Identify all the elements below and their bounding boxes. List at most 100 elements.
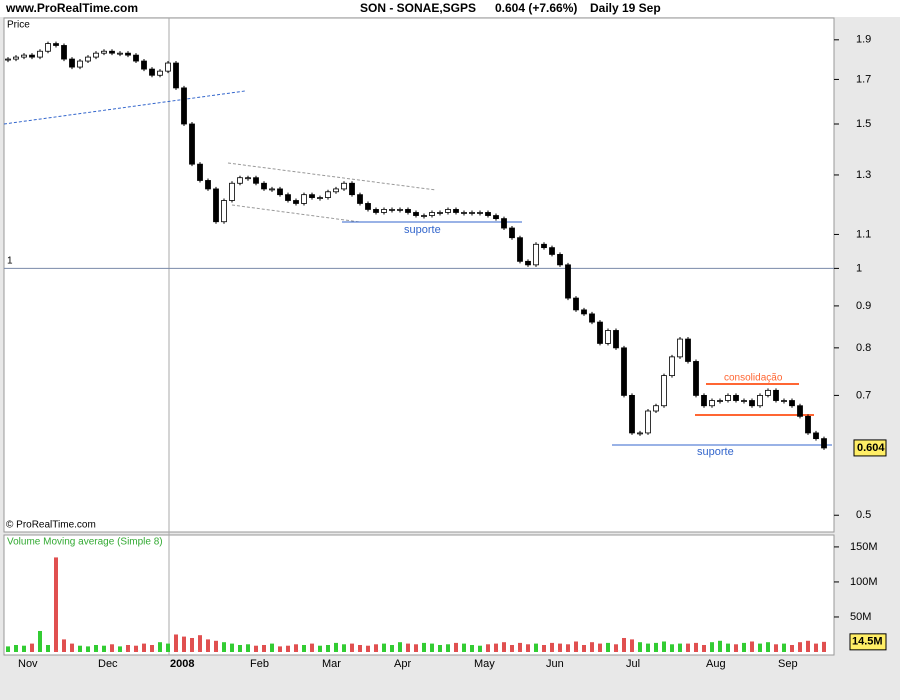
volume-bar	[502, 642, 506, 652]
candle	[549, 247, 555, 255]
candle	[765, 389, 771, 396]
candle	[589, 313, 595, 323]
x-tick-label: Jun	[546, 658, 564, 670]
volume-bar	[702, 644, 706, 652]
candle	[245, 177, 251, 180]
volume-bar	[310, 643, 314, 652]
candle	[517, 237, 523, 262]
volume-bar	[254, 645, 258, 652]
volume-bar	[14, 644, 18, 652]
x-tick-label: Mar	[322, 658, 341, 670]
date: 19 Sep	[622, 1, 661, 15]
candle	[253, 177, 259, 184]
volume-bar	[22, 645, 26, 652]
volume-bar	[686, 643, 690, 652]
volume-bar	[414, 644, 418, 652]
volume-bar	[438, 644, 442, 652]
candle	[597, 321, 603, 344]
volume-bar	[758, 643, 762, 652]
header-bar	[0, 0, 900, 17]
y-tick-label: 0.5	[856, 509, 871, 521]
volume-bar	[782, 643, 786, 652]
x-tick-label: Jul	[626, 658, 640, 670]
candle	[165, 62, 171, 72]
candle	[533, 243, 539, 266]
candle	[445, 209, 451, 213]
volume-bar	[126, 644, 130, 652]
candle	[421, 215, 427, 217]
candle	[821, 438, 827, 449]
volume-bar	[238, 644, 242, 652]
y-tick-label: 1.1	[856, 228, 871, 240]
candle	[125, 52, 131, 56]
candle	[181, 87, 187, 125]
y-tick-label: 1.5	[856, 118, 871, 130]
volume-bar	[566, 644, 570, 652]
candle	[77, 60, 83, 68]
x-tick-label: Aug	[706, 658, 726, 670]
candle	[693, 361, 699, 396]
candle	[333, 188, 339, 193]
candle	[669, 356, 675, 377]
volume-bar	[726, 643, 730, 652]
x-tick-label: Sep	[778, 658, 798, 670]
volume-bar	[646, 643, 650, 652]
x-tick-label: May	[474, 658, 495, 670]
candle	[565, 264, 571, 299]
volume-bar	[510, 644, 514, 652]
candle	[685, 338, 691, 362]
volume-bar	[174, 634, 178, 652]
candle	[269, 188, 275, 191]
volume-bar	[102, 645, 106, 652]
volume-bar	[326, 644, 330, 652]
candle	[813, 432, 819, 440]
volume-bar	[318, 645, 322, 652]
candle	[85, 56, 91, 62]
candle	[621, 347, 627, 396]
candle	[261, 182, 267, 190]
volume-bar	[406, 643, 410, 652]
candle	[509, 227, 515, 239]
candle	[437, 212, 443, 214]
volume-bar	[638, 642, 642, 652]
volume-bar	[46, 644, 50, 652]
candle	[301, 194, 307, 204]
volume-bar	[286, 645, 290, 652]
x-tick-label: Feb	[250, 658, 269, 670]
candle	[645, 410, 651, 434]
volume-panel	[3, 534, 835, 656]
candle	[293, 200, 299, 204]
volume-bar	[30, 643, 34, 652]
volume-bar	[350, 643, 354, 652]
site: www.ProRealTime.com	[5, 1, 138, 15]
volume-bar	[78, 645, 82, 652]
candle	[61, 45, 67, 60]
candle	[429, 212, 435, 216]
candle	[365, 203, 371, 210]
volume-bar	[198, 635, 202, 652]
candle	[749, 400, 755, 407]
volume-bar	[670, 644, 674, 652]
y-tick-label: 0.9	[856, 300, 871, 312]
volume-bar	[166, 643, 170, 652]
volume-bar	[806, 640, 810, 652]
volume-bar	[790, 644, 794, 652]
candle	[5, 58, 11, 61]
candle	[29, 54, 35, 58]
candle	[525, 260, 531, 266]
candle	[677, 338, 683, 358]
volume-bar	[270, 643, 274, 652]
volume-bar	[86, 646, 90, 652]
y-tick-label: 1.7	[856, 73, 871, 85]
volume-bar	[150, 644, 154, 652]
volume-bar	[302, 644, 306, 652]
volume-bar	[278, 646, 282, 652]
volume-bar	[614, 644, 618, 652]
x-tick-label: Nov	[18, 658, 38, 670]
candle	[373, 209, 379, 213]
candle	[661, 375, 667, 407]
candle	[189, 123, 195, 165]
volume-bar	[158, 642, 162, 652]
candle	[725, 395, 731, 401]
volume-bar	[574, 641, 578, 652]
